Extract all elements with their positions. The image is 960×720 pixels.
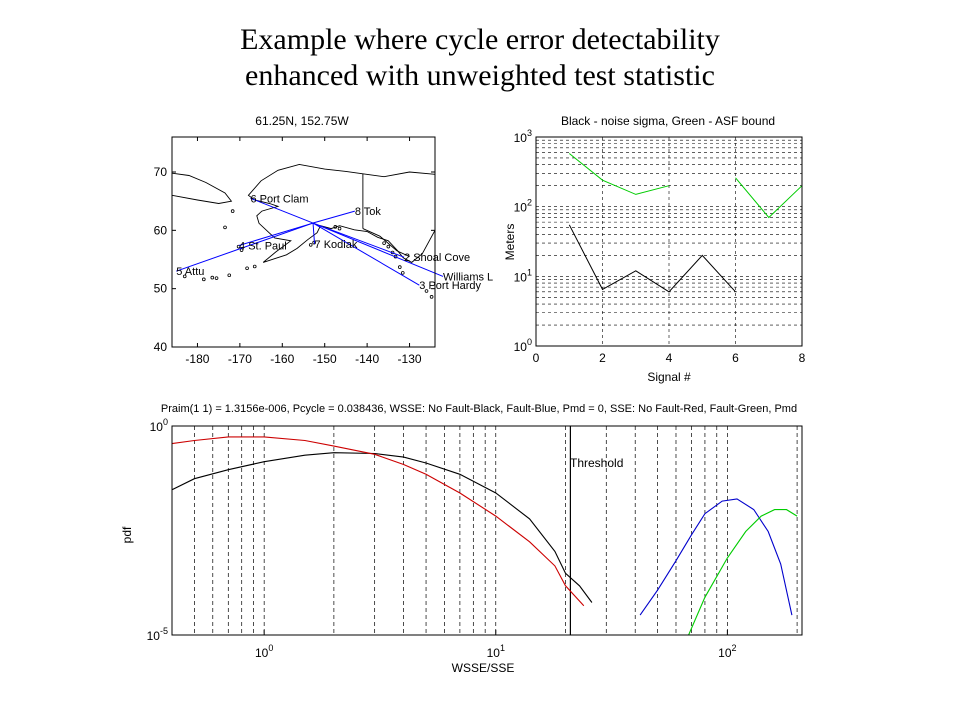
pdf-series: [172, 436, 798, 635]
range-line: [312, 222, 444, 277]
pdf-x-tick-label: 100: [255, 643, 273, 660]
station-label: Williams L: [443, 271, 493, 283]
signal-chart-title: Black - noise sigma, Green - ASF bound: [561, 114, 775, 128]
pdf-series-line: [639, 498, 793, 616]
signal-y-tick-label: 100: [514, 337, 532, 354]
pdf-y-tick-label: 10-5: [147, 626, 168, 643]
signal-y-label: Meters: [503, 224, 517, 261]
map-y-tick-label: 50: [154, 282, 168, 296]
island: [236, 244, 241, 249]
signal-x-tick-label: 2: [599, 351, 606, 365]
island: [239, 248, 244, 252]
signal-series: [568, 153, 803, 293]
range-line: [238, 222, 314, 246]
island: [227, 273, 232, 278]
range-line: [176, 222, 314, 272]
map-x-tick-label: -160: [270, 352, 294, 366]
slide-title-line-2: enhanced with unweighted test statistic: [245, 59, 715, 92]
station-label: 2 Shoal Cove: [404, 252, 470, 264]
threshold-annotation: Threshold: [570, 456, 623, 470]
signal-y-tick-label: 103: [514, 128, 532, 145]
station-label: 7 Kodiak: [315, 239, 358, 251]
map-panel: 61.25N, 152.75W 5 Attu 4 St. Paul 6 Port C…: [154, 114, 494, 366]
pdf-series-group: [172, 436, 798, 635]
pdf-dashed-lines: [194, 426, 798, 635]
border-line-south: [362, 228, 410, 257]
island: [202, 277, 206, 282]
map-x-tick-label: -140: [355, 352, 379, 366]
island: [182, 274, 187, 279]
signal-x-tick-label: 0: [533, 351, 540, 365]
map-title: 61.25N, 152.75W: [255, 114, 349, 128]
map-ticks: -180 -170 -160 -150 -140 -130 40 50 60 70: [154, 137, 435, 366]
signal-y-tick-label: 102: [514, 198, 532, 215]
mainland-coast: [247, 163, 435, 263]
pdf-y-label: pdf: [120, 526, 134, 543]
range-line: [312, 222, 420, 286]
map-y-tick-label: 70: [154, 165, 168, 179]
map-coastline: [172, 163, 435, 299]
map-range-lines: [176, 197, 444, 286]
island: [245, 266, 249, 271]
map-x-tick-label: -170: [228, 352, 252, 366]
pdf-y-tick-label: 100: [150, 417, 168, 434]
island: [223, 225, 227, 230]
signal-ticks: 0 2 4 6 8 100 101 102 103: [514, 128, 806, 365]
signal-panel: Black - noise sigma, Green - ASF bound 0…: [503, 114, 806, 384]
map-frame: [171, 136, 436, 348]
slide-title-line-1: Example where cycle error detectability: [240, 23, 720, 56]
pdf-x-label: WSSE/SSE: [452, 661, 515, 675]
island: [210, 275, 215, 280]
island: [429, 295, 434, 299]
station-label: 8 Tok: [355, 206, 382, 218]
station-label: 4 St. Paul: [239, 241, 287, 253]
station-label: 5 Attu: [176, 266, 204, 278]
pdf-frame: [171, 425, 803, 636]
map-y-tick-label: 60: [154, 223, 168, 237]
station-label: 6 Port Clam: [250, 193, 308, 205]
pdf-chart-title: Praim(1 1) = 1.3156e-006, Pcycle = 0.038…: [161, 403, 797, 415]
pdf-ticks: 100 101 102 10-5 100: [147, 417, 737, 660]
island: [400, 271, 405, 275]
island: [386, 244, 391, 249]
range-line: [312, 210, 355, 224]
island: [333, 225, 338, 229]
map-stations: 5 Attu 4 St. Paul 6 Port Clam 8 Tok 7 Kodiak…: [176, 193, 493, 292]
signal-frame: [535, 136, 803, 347]
station-label: 3 Port Hardy: [419, 280, 481, 292]
map-coast-group: [172, 163, 435, 299]
signal-series-line: [568, 224, 736, 293]
island: [337, 226, 342, 231]
pdf-series-line: [172, 436, 585, 607]
pdf-panel: Praim(1 1) = 1.3156e-006, Pcycle = 0.038…: [120, 403, 803, 675]
pdf-series-line: [172, 452, 593, 603]
map-y-tick-label: 40: [154, 340, 168, 354]
pdf-x-tick-label: 102: [718, 643, 736, 660]
map-x-tick-label: -130: [398, 352, 422, 366]
slide-title: Example where cycle error detectability …: [0, 22, 960, 94]
island: [308, 243, 313, 247]
map-x-tick-label: -180: [185, 352, 209, 366]
signal-x-tick-label: 8: [799, 351, 806, 365]
pdf-series-line: [688, 509, 798, 635]
island: [424, 289, 429, 293]
map-x-tick-label: -150: [313, 352, 337, 366]
island: [230, 209, 235, 213]
signal-series-line: [735, 177, 803, 219]
signal-series-line: [568, 153, 670, 195]
signal-grid: [536, 137, 802, 346]
island: [252, 264, 257, 269]
pdf-x-tick-label: 101: [487, 643, 505, 660]
signal-x-tick-label: 4: [666, 351, 673, 365]
signal-y-tick-label: 101: [514, 267, 532, 284]
chukotka-coast: [172, 172, 233, 204]
island: [214, 276, 219, 280]
island: [382, 241, 386, 245]
range-line: [250, 197, 314, 224]
signal-x-tick-label: 6: [732, 351, 739, 365]
signal-x-label: Signal #: [647, 370, 691, 384]
island: [397, 265, 402, 269]
range-line: [312, 223, 316, 244]
